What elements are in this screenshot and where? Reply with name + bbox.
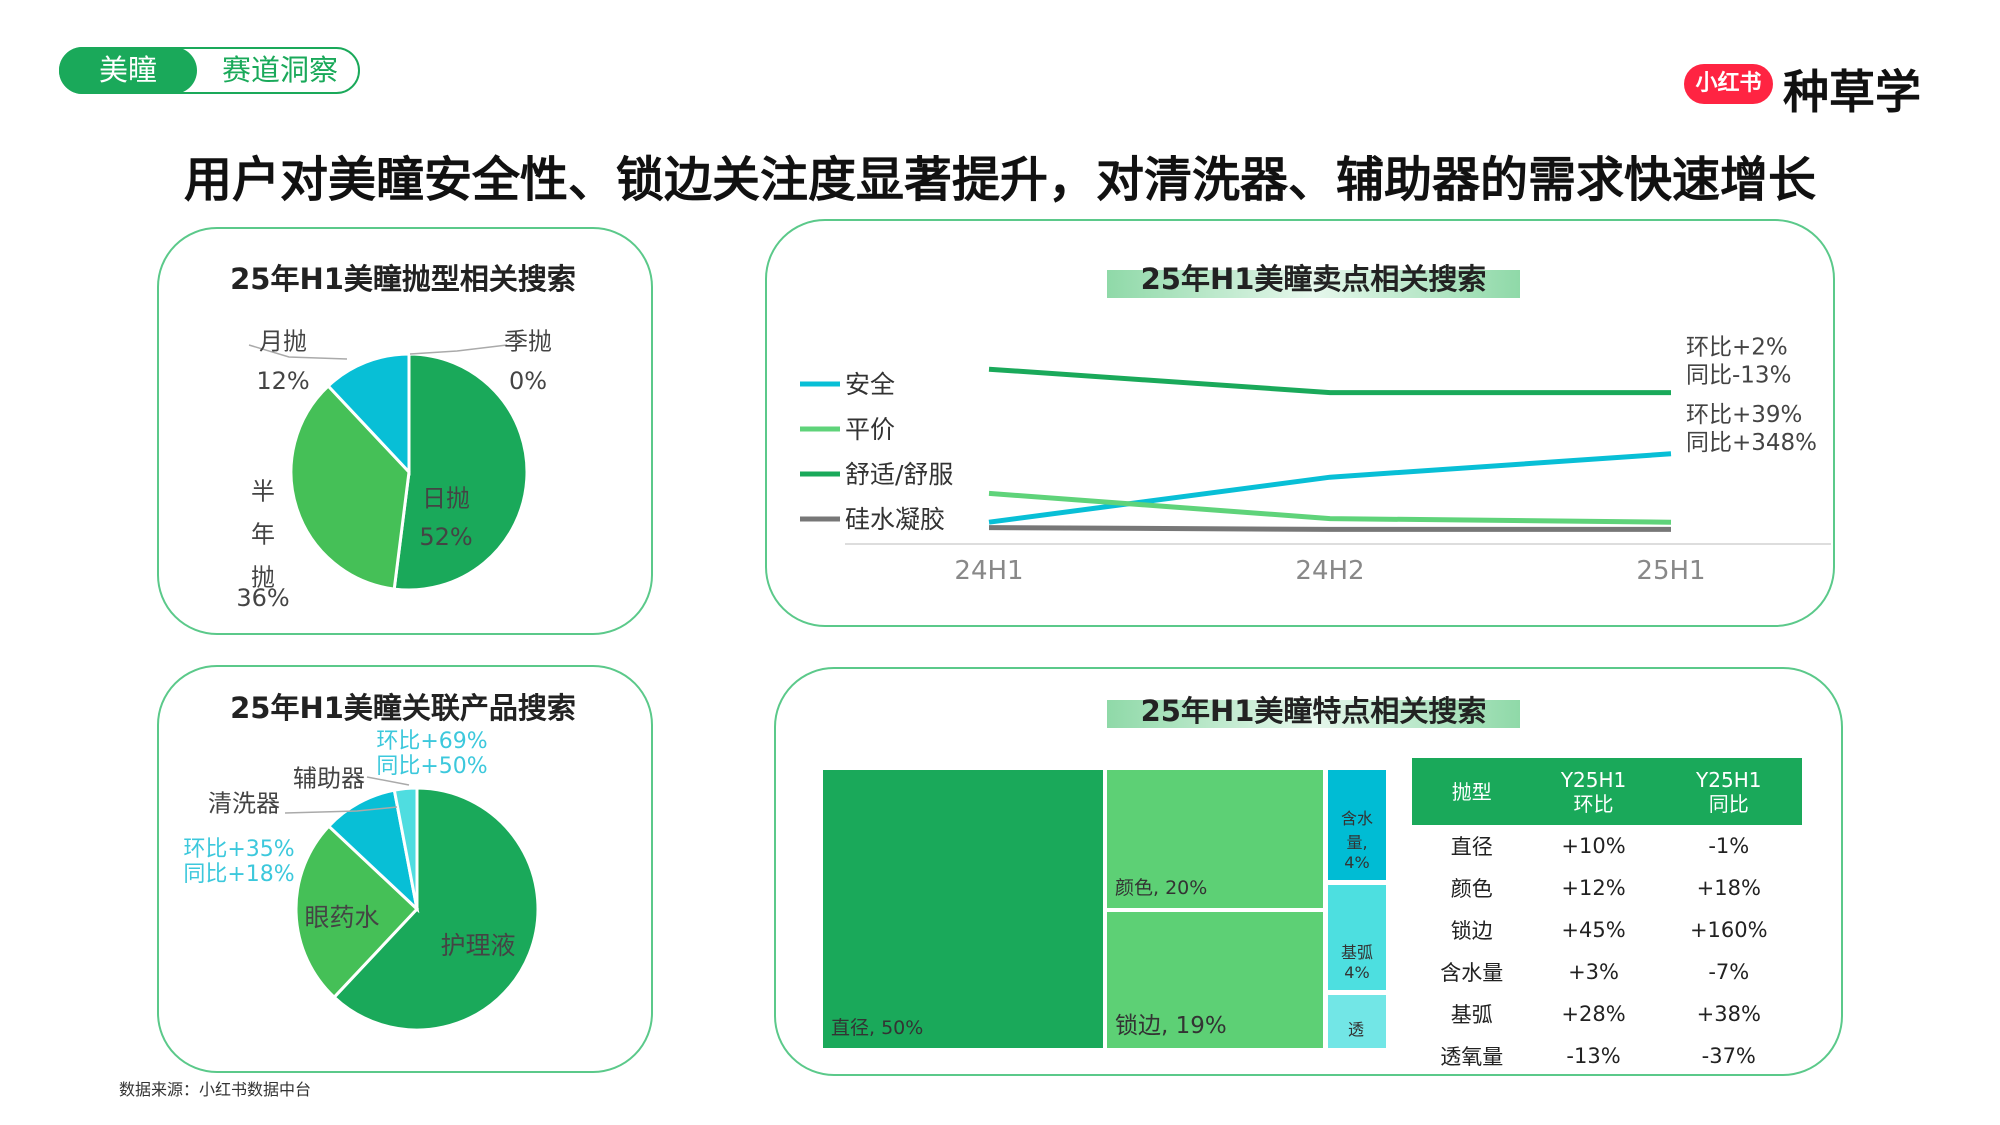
pie-slice-辅助器	[392, 786, 419, 910]
treemap-cell-oxygen: 透	[1328, 995, 1386, 1048]
legend-label: 安全	[845, 370, 895, 399]
table-cell: +45%	[1561, 918, 1626, 942]
title-highlight	[1107, 270, 1520, 298]
series-line-硅水凝胶	[988, 525, 1671, 532]
pie-chart-related-products	[284, 776, 540, 1032]
table-cell: 透氧量	[1440, 1045, 1504, 1069]
annotation: 同比+18%	[183, 862, 295, 887]
legend-label: 平价	[845, 415, 895, 444]
slice-label: 辅助器	[293, 764, 365, 793]
slice-label: 护理液	[440, 931, 516, 960]
slice-label: 眼药水	[304, 903, 380, 932]
leader-line	[248, 344, 348, 360]
pie-slice-日抛	[392, 352, 529, 592]
annotation: 环比+2%	[1686, 335, 1788, 361]
series-line-平价	[988, 490, 1672, 525]
series-line-舒适/舒服	[988, 366, 1671, 396]
leader-line	[409, 344, 508, 355]
table-cell: 基弧	[1450, 1003, 1493, 1027]
annotation: 同比-13%	[1686, 363, 1791, 389]
chart-title: 25年H1美瞳特点相关搜索	[1140, 694, 1487, 728]
treemap-cell-base-curve: 基弧 4%	[1328, 885, 1386, 990]
x-tick-label: 24H2	[1295, 556, 1364, 586]
chart-title: 25年H1美瞳关联产品搜索	[230, 691, 576, 725]
table-cell: +10%	[1561, 834, 1626, 858]
table-cell: -1%	[1708, 834, 1750, 858]
table-row: 颜色 +12% +18%	[1412, 867, 1802, 909]
annotation: 环比+39%	[1686, 402, 1802, 428]
column-header: Y25H1 同比	[1655, 758, 1802, 825]
page-title: 用户对美瞳安全性、锁边关注度显著提升，对清洗器、辅助器的需求快速增长	[183, 152, 1816, 208]
leader-line	[366, 776, 410, 786]
pie-slice-月抛	[326, 352, 411, 476]
series-line-安全	[988, 451, 1672, 525]
treemap-cell-diameter: 直径, 50%	[823, 770, 1103, 1048]
slice-value: 12%	[256, 367, 310, 395]
x-tick-label: 24H1	[954, 556, 1023, 586]
legend-label: 硅水凝胶	[845, 505, 945, 534]
slice-label: 季抛	[504, 327, 552, 356]
chart-title: 25年H1美瞳卖点相关搜索	[1140, 262, 1487, 296]
annotation: 同比+348%	[1686, 430, 1817, 456]
slice-label: 日抛	[422, 484, 470, 513]
table-row: 基弧 +28% +38%	[1412, 993, 1802, 1035]
table-row: 锁边 +45% +160%	[1412, 909, 1802, 951]
xiaohongshu-logo: 小红书	[1684, 64, 1773, 104]
x-tick-label: 25H1	[1636, 556, 1705, 586]
slice-label: 月抛	[259, 327, 307, 356]
pie-slice-半年抛	[289, 383, 411, 591]
table-cell: +28%	[1561, 1002, 1626, 1026]
table-cell: +38%	[1696, 1002, 1761, 1026]
pie-slice-护理液	[332, 786, 540, 1032]
tag-primary: 美瞳	[59, 47, 197, 94]
table-cell: 颜色	[1450, 877, 1493, 901]
table-cell: +3%	[1568, 960, 1619, 984]
table-cell: +160%	[1689, 918, 1768, 942]
treemap-cell-water-content: 含水量, 4%	[1328, 770, 1386, 880]
chart-title: 25年H1美瞳抛型相关搜索	[230, 262, 576, 296]
data-source: 数据来源：小红书数据中台	[119, 1080, 312, 1099]
column-header: 抛型	[1412, 758, 1532, 825]
slice-value: 0%	[508, 367, 548, 395]
table-cell: -7%	[1708, 960, 1750, 984]
table-cell: -13%	[1566, 1044, 1621, 1068]
table-cell: 直径	[1450, 835, 1493, 859]
features-table: 抛型 Y25H1 环比 Y25H1 同比 直径 +10% -1% 颜色 +12% +18% 锁边…	[1412, 758, 1802, 1077]
logo-text: 种草学	[1783, 65, 1921, 119]
pie-chart-lens-type	[248, 344, 529, 592]
slice-value: 52%	[419, 523, 473, 551]
treemap-cell-edge: 锁边, 19%	[1107, 912, 1323, 1048]
table-row: 直径 +10% -1%	[1412, 825, 1802, 867]
annotation: 环比+69%	[376, 729, 488, 754]
table-cell: 锁边	[1450, 919, 1493, 943]
table-cell: 含水量	[1440, 961, 1504, 985]
tag-secondary: 赛道洞察	[221, 53, 338, 87]
legend-label: 舒适/舒服	[845, 460, 953, 489]
slice-label: 清洗器	[208, 789, 280, 818]
table-row: 含水量 +3% -7%	[1412, 951, 1802, 993]
table-row: 透氧量 -13% -37%	[1412, 1035, 1802, 1077]
leader-line	[284, 806, 398, 814]
title-highlight	[1107, 700, 1520, 728]
slice-label: 半年抛	[251, 477, 275, 592]
annotation: 环比+35%	[183, 837, 295, 862]
table-cell: +12%	[1561, 876, 1626, 900]
slice-value: 36%	[236, 584, 290, 612]
column-header: Y25H1 环比	[1531, 758, 1656, 825]
table-cell: +18%	[1696, 876, 1761, 900]
treemap-cell-color: 颜色, 20%	[1107, 770, 1323, 908]
table-cell: -37%	[1701, 1044, 1756, 1068]
annotation: 同比+50%	[376, 754, 488, 779]
pie-slice-眼药水	[294, 824, 420, 1000]
